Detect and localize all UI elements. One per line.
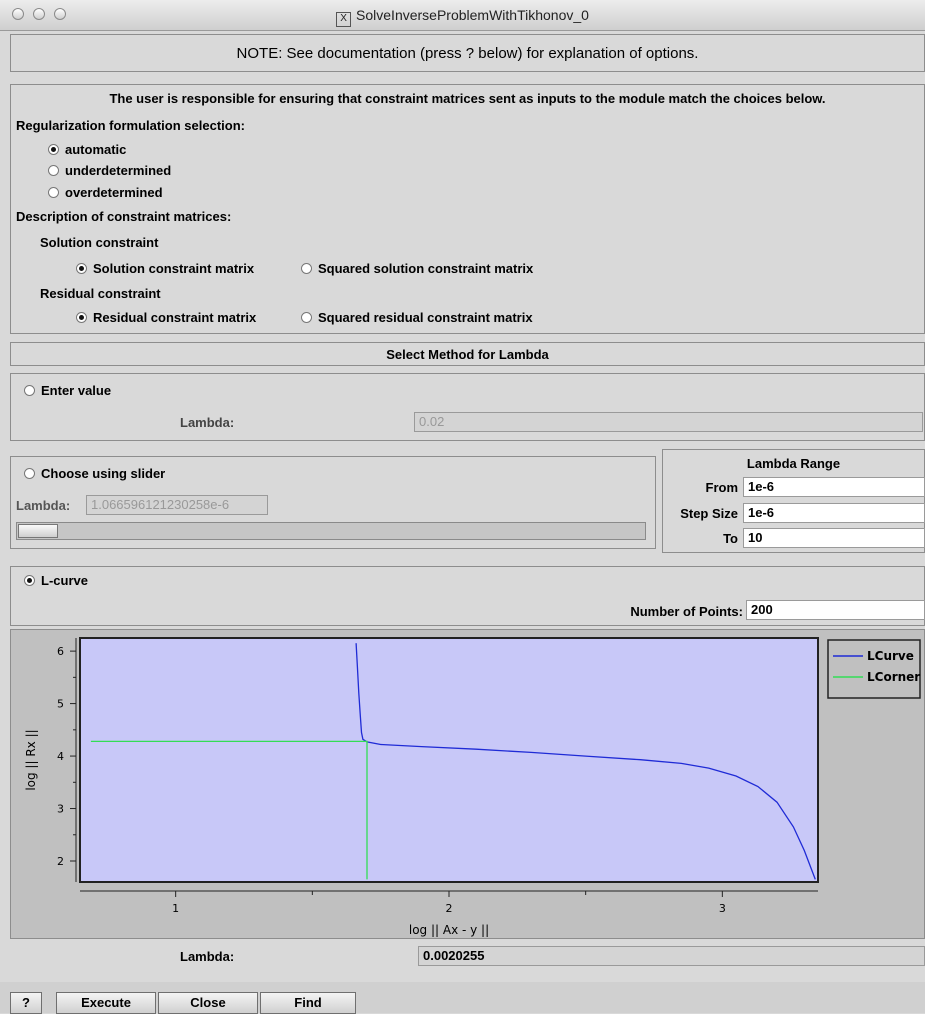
x-axis-label: log || Ax - y || (409, 923, 489, 937)
lambda-slider-track[interactable] (16, 522, 646, 540)
y-axis-label: log || Rx || (24, 729, 38, 790)
result-lambda-label: Lambda: (180, 949, 235, 964)
lambda-method-title: Select Method for Lambda (386, 347, 549, 362)
num-points-field[interactable]: 200 (746, 600, 925, 620)
zoom-window-icon[interactable] (54, 8, 66, 20)
note-text: NOTE: See documentation (press ? below) … (236, 45, 699, 62)
radio-off-icon (301, 263, 312, 274)
x11-icon: X (336, 12, 352, 27)
execute-button[interactable]: Execute (56, 992, 156, 1014)
x-tick-label: 1 (172, 902, 179, 915)
radio-lcurve[interactable]: L-curve (24, 573, 88, 588)
range-step-field[interactable]: 1e-6 (743, 503, 925, 523)
description-label: Description of constraint matrices: (16, 209, 232, 224)
radio-squared-solution-constraint[interactable]: Squared solution constraint matrix (301, 261, 533, 276)
radio-off-icon (48, 165, 59, 176)
radio-enter-value[interactable]: Enter value (24, 383, 111, 398)
y-tick-label: 4 (57, 750, 64, 763)
y-axis: 2 3 4 5 6 (57, 638, 77, 882)
radio-on-icon (24, 575, 35, 586)
window-titlebar: X SolveInverseProblemWithTikhonov_0 (0, 0, 925, 31)
num-points-label: Number of Points: (630, 604, 743, 619)
chart-series (90, 643, 816, 880)
radio-off-icon (24, 385, 35, 396)
x-tick-label: 3 (719, 902, 726, 915)
lcurve-panel (10, 566, 925, 626)
radio-off-icon (301, 312, 312, 323)
legend-label-lcurve: LCurve (867, 649, 914, 663)
range-to-label: To (723, 531, 738, 546)
lambda-slider-thumb[interactable] (18, 524, 58, 538)
radio-residual-constraint[interactable]: Residual constraint matrix (76, 310, 256, 325)
note-panel: NOTE: See documentation (press ? below) … (10, 34, 925, 72)
legend-label-lcorner: LCorner (867, 670, 920, 684)
close-window-icon[interactable] (12, 8, 24, 20)
enter-value-lambda-field[interactable]: 0.02 (414, 412, 923, 432)
plot-area (79, 637, 819, 883)
radio-solution-constraint[interactable]: Solution constraint matrix (76, 261, 254, 276)
y-tick-label: 3 (57, 803, 64, 816)
result-lambda-field: 0.0020255 (418, 946, 925, 966)
lambda-range-title: Lambda Range (746, 456, 841, 471)
find-button[interactable]: Find (260, 992, 356, 1014)
x-axis: 1 2 3 (80, 890, 818, 915)
radio-on-icon (76, 312, 87, 323)
chart-legend: LCurve LCorner (827, 639, 921, 699)
slider-lambda-label: Lambda: (16, 498, 71, 513)
x-tick-label: 2 (446, 902, 453, 915)
radio-on-icon (48, 144, 59, 155)
minimize-window-icon[interactable] (33, 8, 45, 20)
residual-constraint-label: Residual constraint (40, 286, 161, 301)
lambda-method-header: Select Method for Lambda (10, 342, 925, 366)
close-button[interactable]: Close (158, 992, 258, 1014)
range-step-label: Step Size (680, 506, 738, 521)
range-from-field[interactable]: 1e-6 (743, 477, 925, 497)
radio-choose-slider[interactable]: Choose using slider (24, 466, 165, 481)
y-tick-label: 2 (57, 855, 64, 868)
legend-box (827, 639, 921, 699)
window-title: SolveInverseProblemWithTikhonov_0 (356, 7, 589, 23)
radio-on-icon (76, 263, 87, 274)
radio-overdetermined[interactable]: overdetermined (48, 185, 163, 200)
series-line-lcurve (355, 643, 816, 880)
help-button[interactable]: ? (10, 992, 42, 1014)
slider-lambda-field[interactable]: 1.066596121230258e-6 (86, 495, 268, 515)
radio-automatic[interactable]: automatic (48, 142, 126, 157)
radio-squared-residual-constraint[interactable]: Squared residual constraint matrix (301, 310, 533, 325)
enter-value-lambda-label: Lambda: (180, 415, 235, 430)
y-tick-label: 5 (57, 698, 64, 711)
radio-off-icon (24, 468, 35, 479)
range-from-label: From (705, 480, 739, 495)
formulation-label: Regularization formulation selection: (16, 118, 245, 133)
radio-off-icon (48, 187, 59, 198)
range-to-field[interactable]: 10 (743, 528, 925, 548)
responsibility-text: The user is responsible for ensuring tha… (109, 91, 826, 106)
radio-underdetermined[interactable]: underdetermined (48, 163, 171, 178)
series-line-lcorner (90, 740, 368, 880)
solution-constraint-label: Solution constraint (40, 235, 159, 250)
y-tick-label: 6 (57, 645, 64, 658)
